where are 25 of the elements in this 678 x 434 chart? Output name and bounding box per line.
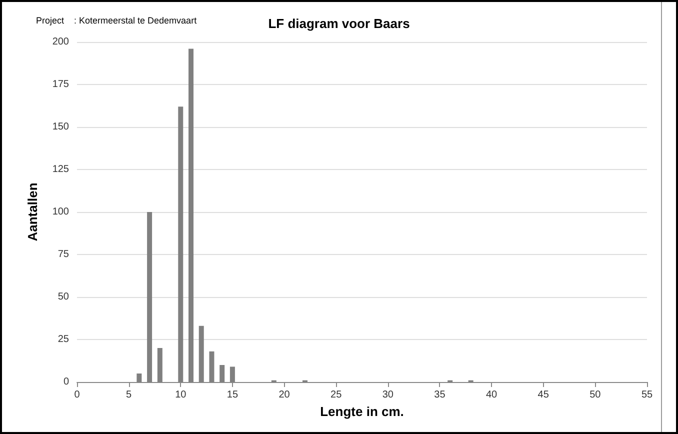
- y-tick-label: 150: [52, 122, 70, 132]
- y-tick-label: 200: [52, 36, 70, 48]
- x-tick-label: 35: [434, 390, 446, 400]
- x-tick-label: 25: [330, 390, 342, 400]
- x-tick-label: 30: [382, 390, 394, 400]
- y-axis-title: Aantallen: [25, 182, 40, 242]
- x-tick-label: 50: [590, 390, 602, 400]
- x-tick-label: 15: [226, 390, 238, 400]
- x-tick-label: 55: [641, 390, 653, 400]
- y-tick-label: 25: [58, 334, 70, 345]
- x-tick-label: 40: [486, 390, 498, 400]
- y-tick-label: 125: [52, 164, 70, 175]
- y-tick-label: 175: [52, 79, 70, 90]
- x-axis-title: Lengte in cm.: [320, 404, 404, 419]
- x-tick-label: 45: [538, 390, 550, 400]
- x-tick-label: 10: [175, 390, 187, 400]
- x-tick-label: 0: [74, 390, 80, 400]
- y-tick-label: 75: [58, 249, 70, 260]
- y-tick-label: 0: [63, 376, 70, 388]
- text: Project : Kotermeerstal te Dedemvaart: [36, 16, 198, 26]
- chart-title: LF diagram voor Baars: [268, 16, 410, 31]
- y-tick-label: 100: [52, 206, 70, 218]
- y-tick-label: 50: [58, 292, 70, 302]
- x-tick-label: 5: [126, 390, 132, 400]
- x-tick-label: 20: [278, 390, 290, 400]
